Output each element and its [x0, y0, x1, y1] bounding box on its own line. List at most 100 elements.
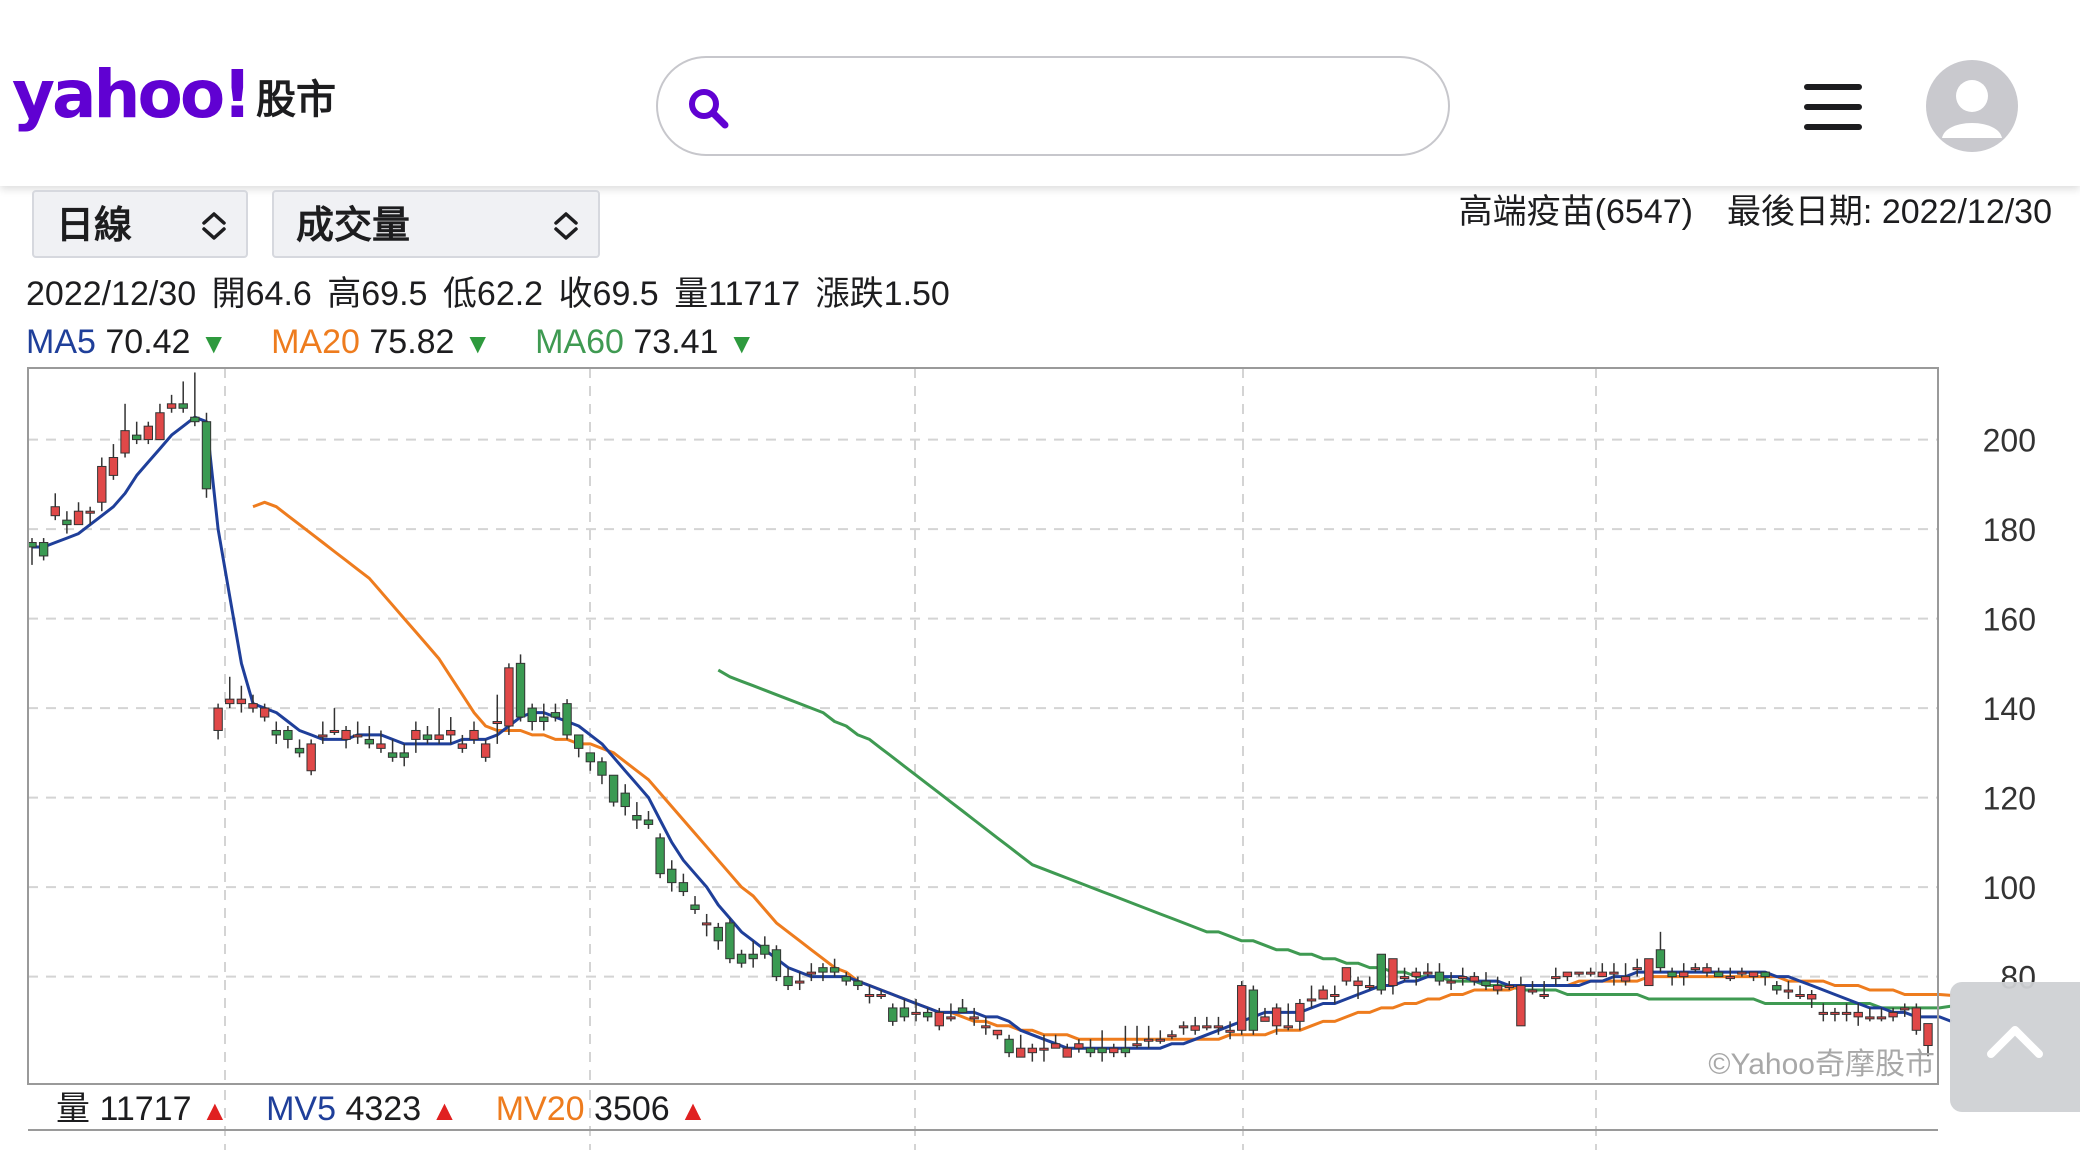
indicator-select[interactable]: 成交量: [272, 190, 600, 258]
candle-body: [1202, 1025, 1212, 1029]
scroll-to-top-button[interactable]: [1950, 982, 2080, 1112]
candle-body: [1190, 1025, 1200, 1031]
candle-body: [1725, 976, 1735, 980]
candle-body: [131, 434, 142, 441]
candle-body: [783, 976, 793, 987]
candle-body: [85, 510, 95, 514]
candle-body: [864, 994, 875, 997]
ma60-label: MA60: [535, 323, 624, 361]
candle-body: [27, 542, 37, 548]
candle-body: [62, 519, 72, 526]
candle-body: [655, 837, 665, 875]
ma20-label: MA20: [271, 323, 360, 361]
ma5-value: 70.42: [105, 323, 191, 361]
candle-body: [1446, 980, 1456, 984]
y-tick-label: 140: [1983, 691, 2036, 727]
candle-body: [1341, 967, 1352, 982]
candle-body: [888, 1007, 898, 1022]
candle-body: [1411, 971, 1421, 978]
candle-body: [1737, 971, 1747, 975]
candle-body: [550, 712, 561, 718]
stock-info: 高端疫苗(6547) 最後日期: 2022/12/30: [1459, 188, 2052, 236]
candle-body: [574, 734, 584, 749]
candle-body: [1783, 989, 1794, 993]
moving-average-legend: MA5 70.42 ▼ MA20 75.82 ▼ MA60 73.41 ▼: [26, 318, 790, 368]
candle-body: [376, 743, 386, 749]
ohlc-open: 開64.6: [211, 275, 312, 313]
candle-body: [736, 953, 747, 964]
candle-body: [1016, 1047, 1026, 1058]
candle-body: [1388, 958, 1398, 987]
up-arrow-icon: ▲: [200, 1095, 229, 1126]
candle-body: [108, 457, 119, 476]
search-box[interactable]: [656, 56, 1450, 156]
section-title[interactable]: 股市: [256, 77, 336, 123]
search-input[interactable]: [758, 78, 1412, 136]
candle-body: [120, 430, 130, 454]
candle-body: [1713, 971, 1724, 978]
candle-body: [1306, 998, 1317, 1002]
candle-body: [1120, 1047, 1131, 1054]
candle-body: [1574, 971, 1584, 975]
candle-body: [1911, 1007, 1922, 1031]
candle-body: [294, 747, 305, 754]
candle-body: [1853, 1011, 1863, 1018]
candle-body: [259, 707, 270, 718]
period-select-label: 日線: [56, 203, 133, 247]
candle-body: [1481, 980, 1491, 987]
candle-body: [1364, 985, 1375, 989]
candle-body: [1178, 1025, 1189, 1029]
candle-body: [492, 721, 502, 725]
volume-label: 量: [56, 1090, 90, 1128]
candle-body: [1085, 1047, 1096, 1054]
down-arrow-icon: ▼: [463, 328, 492, 359]
candle-body: [434, 734, 444, 740]
ohlc-low: 低62.2: [442, 275, 544, 313]
candle-body: [1330, 994, 1340, 997]
candle-body: [1353, 980, 1363, 987]
candle-body: [1876, 1016, 1887, 1020]
candle-body: [73, 510, 84, 526]
candle-body: [876, 994, 886, 997]
candle-body: [1806, 994, 1817, 1000]
chart-frame: [27, 367, 1939, 1085]
candle-body: [1655, 949, 1666, 969]
y-tick-label: 120: [1983, 781, 2036, 817]
candle-body: [1399, 976, 1410, 980]
candle-body: [701, 922, 712, 926]
candle-body: [539, 716, 549, 723]
ma5-line: [32, 415, 1952, 1050]
candle-body: [1539, 994, 1549, 997]
candle-body: [1632, 967, 1642, 971]
avatar-icon[interactable]: [1926, 60, 2018, 152]
candle-body: [1318, 989, 1328, 1000]
menu-icon[interactable]: [1804, 84, 1862, 130]
candle-body: [97, 465, 107, 503]
search-icon[interactable]: [686, 86, 730, 130]
top-navigation-bar: yahoo! 股市: [0, 0, 2080, 186]
candle-body: [1865, 1016, 1875, 1020]
candle-body: [597, 761, 607, 776]
last-date: 最後日期: 2022/12/30: [1726, 193, 2052, 231]
candle-body: [1248, 989, 1259, 1031]
candle-body: [690, 904, 700, 910]
candle-body: [225, 698, 235, 705]
candle-body: [748, 953, 758, 960]
mv5-value: 4323: [345, 1090, 422, 1128]
candle-body: [399, 752, 409, 758]
candle-body: [1027, 1047, 1038, 1054]
candle-body: [1795, 994, 1805, 997]
stock-name: 高端疫苗(6547): [1458, 193, 1693, 231]
candle-body: [236, 698, 247, 705]
candle-body: [1620, 976, 1631, 982]
candle-body: [213, 707, 223, 731]
candle-body: [1516, 985, 1526, 1027]
period-select[interactable]: 日線: [32, 190, 248, 258]
candle-body: [1434, 971, 1445, 982]
candle-body: [1155, 1038, 1165, 1042]
candle-body: [934, 1011, 944, 1027]
candle-body: [318, 734, 328, 738]
yahoo-logo[interactable]: yahoo!: [12, 56, 252, 133]
candle-body: [760, 944, 770, 955]
